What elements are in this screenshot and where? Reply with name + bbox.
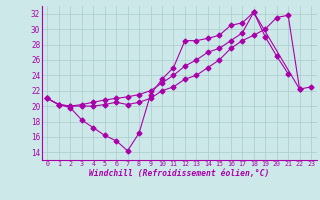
X-axis label: Windchill (Refroidissement éolien,°C): Windchill (Refroidissement éolien,°C) <box>89 169 269 178</box>
